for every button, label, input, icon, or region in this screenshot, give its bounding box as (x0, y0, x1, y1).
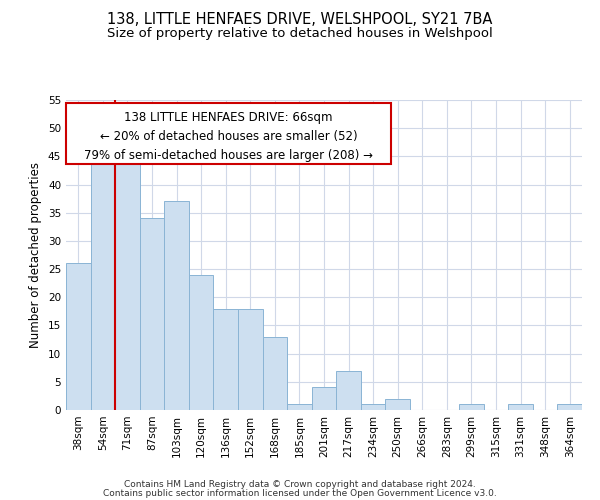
FancyBboxPatch shape (66, 103, 391, 164)
Text: Size of property relative to detached houses in Welshpool: Size of property relative to detached ho… (107, 28, 493, 40)
Text: 79% of semi-detached houses are larger (208) →: 79% of semi-detached houses are larger (… (84, 149, 373, 162)
Bar (508, 404, 533, 410)
Bar (385, 398, 410, 410)
Text: 138 LITTLE HENFAES DRIVE: 66sqm: 138 LITTLE HENFAES DRIVE: 66sqm (124, 111, 333, 124)
Bar (312, 388, 336, 410)
Bar (557, 404, 582, 410)
Bar (287, 404, 312, 410)
Text: ← 20% of detached houses are smaller (52): ← 20% of detached houses are smaller (52… (100, 130, 358, 143)
Bar (263, 336, 287, 410)
Y-axis label: Number of detached properties: Number of detached properties (29, 162, 43, 348)
Bar (189, 274, 214, 410)
Bar (459, 404, 484, 410)
Bar (140, 218, 164, 410)
Bar (238, 308, 263, 410)
Text: Contains HM Land Registry data © Crown copyright and database right 2024.: Contains HM Land Registry data © Crown c… (124, 480, 476, 489)
Bar (66, 264, 91, 410)
Bar (91, 150, 115, 410)
Bar (164, 202, 189, 410)
Text: Contains public sector information licensed under the Open Government Licence v3: Contains public sector information licen… (103, 490, 497, 498)
Bar (115, 150, 140, 410)
Bar (214, 308, 238, 410)
Bar (361, 404, 385, 410)
Text: 138, LITTLE HENFAES DRIVE, WELSHPOOL, SY21 7BA: 138, LITTLE HENFAES DRIVE, WELSHPOOL, SY… (107, 12, 493, 28)
Bar (336, 370, 361, 410)
